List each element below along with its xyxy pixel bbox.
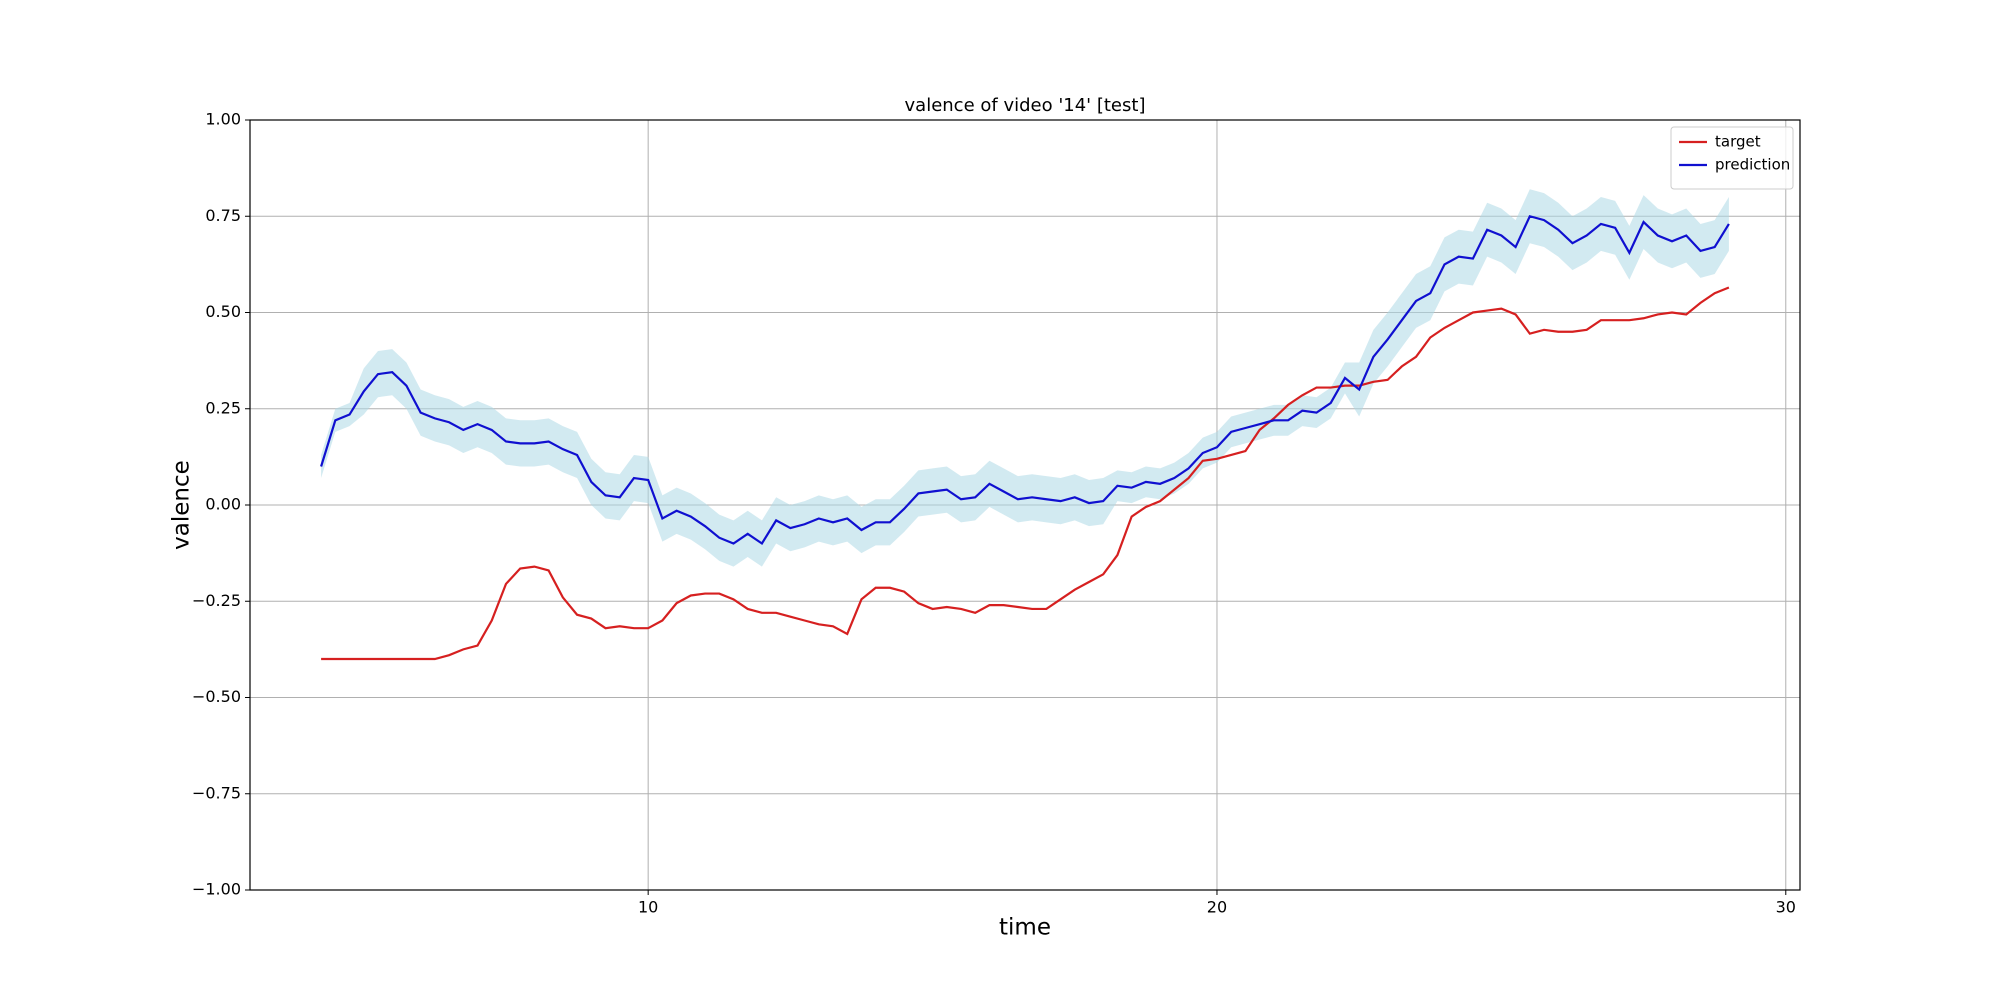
x-axis-label: time	[999, 915, 1051, 941]
y-tick-label: 0.50	[205, 302, 241, 321]
series-line	[321, 286, 1730, 661]
y-tick-label: 0.75	[205, 206, 241, 225]
y-tick-label: −1.00	[192, 880, 241, 899]
x-tick-label: 30	[1776, 898, 1796, 917]
y-tick-label: −0.75	[192, 783, 241, 802]
legend-label: prediction	[1715, 156, 1790, 174]
plot-frame	[249, 119, 1801, 891]
y-tick-label: −0.50	[192, 687, 241, 706]
y-tick-label: 0.25	[205, 398, 241, 417]
legend-label: target	[1715, 133, 1761, 151]
y-tick-label: 1.00	[205, 110, 241, 129]
x-tick-label: 10	[638, 898, 658, 917]
confidence-band	[321, 189, 1729, 567]
y-axis-label: valence	[169, 460, 195, 550]
chart-title: valence of video '14' [test]	[905, 95, 1146, 116]
y-tick-label: 0.00	[205, 495, 241, 514]
x-tick-label: 20	[1207, 898, 1227, 917]
y-tick-label: −0.25	[192, 591, 241, 610]
series-line	[320, 214, 1730, 546]
